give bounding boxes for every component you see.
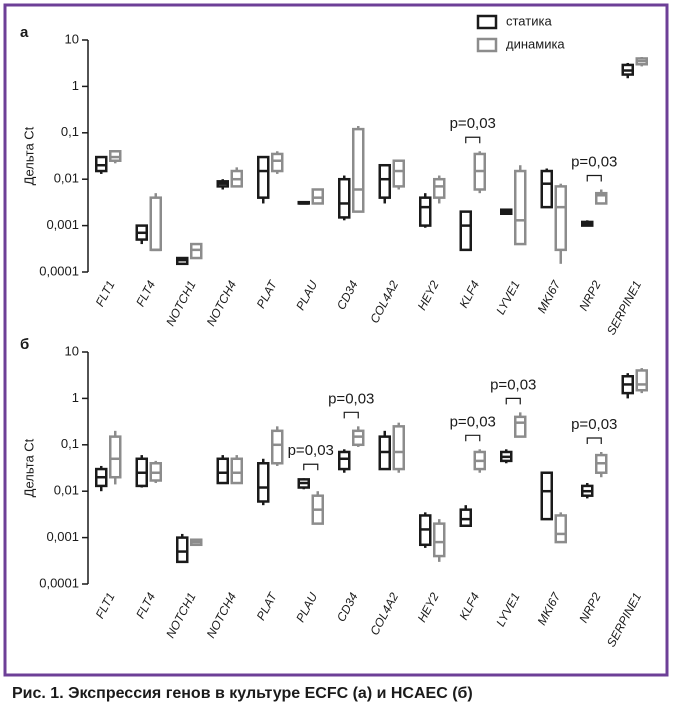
box: [271, 429, 284, 465]
annotation: p=0,03: [490, 376, 536, 393]
x-tick-label: COL4A2: [367, 590, 401, 637]
bracket: [586, 174, 602, 182]
bracket: [505, 397, 521, 405]
box: [459, 508, 472, 528]
panel-label: б: [20, 336, 29, 353]
box: [540, 169, 553, 209]
bracket: [303, 463, 319, 471]
x-tick-label: COL4A2: [367, 278, 401, 325]
x-tick-label: PLAT: [254, 589, 281, 623]
box: [338, 450, 351, 471]
x-tick-label: NOTCH1: [163, 590, 199, 640]
y-tick-label: 0,01: [54, 483, 79, 498]
box: [595, 191, 608, 205]
x-tick-label: SERPINE1: [604, 278, 644, 337]
x-tick-label: KLF4: [456, 278, 482, 310]
box: [149, 196, 162, 252]
x-tick-label: FLT1: [93, 590, 118, 621]
box: [378, 163, 391, 199]
box: [109, 435, 122, 479]
legend-label: статика: [506, 13, 552, 28]
y-tick-label: 0,1: [61, 436, 79, 451]
x-tick-label: NRP2: [576, 278, 604, 313]
box: [257, 155, 270, 199]
box: [419, 196, 432, 227]
y-tick-label: 0,001: [46, 217, 79, 232]
legend-swatch: [476, 14, 498, 30]
caption: Рис. 1. Экспрессия генов в культуре ECFC…: [12, 685, 473, 702]
x-tick-label: FLT4: [133, 590, 158, 621]
bracket: [465, 136, 481, 144]
y-tick-label: 10: [65, 31, 79, 46]
bracket: [465, 434, 481, 442]
x-tick-label: FLT4: [133, 278, 158, 309]
annotation: p=0,03: [450, 115, 496, 132]
x-tick-label: NRP2: [576, 590, 604, 625]
x-tick-label: FLT1: [93, 278, 118, 309]
x-tick-label: PLAT: [254, 277, 281, 311]
box: [554, 514, 567, 544]
y-tick-label: 1: [72, 78, 79, 93]
box: [176, 536, 189, 564]
box: [554, 185, 567, 252]
x-tick-label: NOTCH4: [204, 278, 240, 328]
bracket: [586, 437, 602, 444]
box: [540, 471, 553, 521]
box: [433, 522, 446, 558]
x-tick-label: SERPINE1: [604, 590, 644, 649]
legend-swatch: [476, 37, 498, 53]
y-tick-label: 10: [65, 343, 79, 358]
x-tick-label: PLAU: [293, 278, 320, 313]
box: [230, 457, 243, 485]
box: [392, 425, 405, 471]
box: [257, 462, 270, 503]
box: [392, 159, 405, 188]
box: [352, 127, 365, 213]
bracket: [343, 411, 359, 419]
annotation: p=0,03: [328, 390, 374, 407]
x-tick-label: LYVE1: [493, 278, 522, 317]
x-tick-label: MKI67: [535, 277, 564, 315]
y-tick-label: 1: [72, 390, 79, 405]
annotation: p=0,03: [288, 442, 334, 459]
panel-label: а: [20, 24, 29, 41]
annotation: p=0,03: [571, 416, 617, 433]
x-tick-label: NOTCH1: [163, 278, 199, 328]
box: [514, 169, 527, 246]
x-tick-label: HEY2: [415, 278, 442, 313]
y-axis-label: Дельта Ct: [21, 126, 36, 185]
box: [216, 457, 229, 485]
x-tick-label: CD34: [334, 278, 361, 312]
frame: [3, 3, 669, 677]
legend-label: динамика: [506, 36, 565, 51]
annotation: p=0,03: [571, 153, 617, 170]
box: [433, 177, 446, 199]
box: [338, 177, 351, 219]
y-tick-label: 0,001: [46, 529, 79, 544]
box: [271, 152, 284, 173]
box: [514, 415, 527, 438]
box: [635, 369, 648, 392]
x-tick-label: CD34: [334, 590, 361, 624]
y-tick-label: 0,1: [61, 124, 79, 139]
x-tick-label: KLF4: [456, 590, 482, 622]
box: [459, 210, 472, 252]
x-tick-label: MKI67: [535, 589, 564, 627]
x-tick-label: HEY2: [415, 590, 442, 625]
x-tick-label: LYVE1: [493, 590, 522, 629]
y-tick-label: 0,0001: [39, 575, 79, 590]
x-tick-label: PLAU: [293, 590, 320, 625]
y-tick-label: 0,0001: [39, 263, 79, 278]
x-tick-label: NOTCH4: [204, 590, 240, 640]
annotation: p=0,03: [450, 413, 496, 430]
y-tick-label: 0,01: [54, 171, 79, 186]
y-axis-label: Дельта Ct: [21, 438, 36, 497]
